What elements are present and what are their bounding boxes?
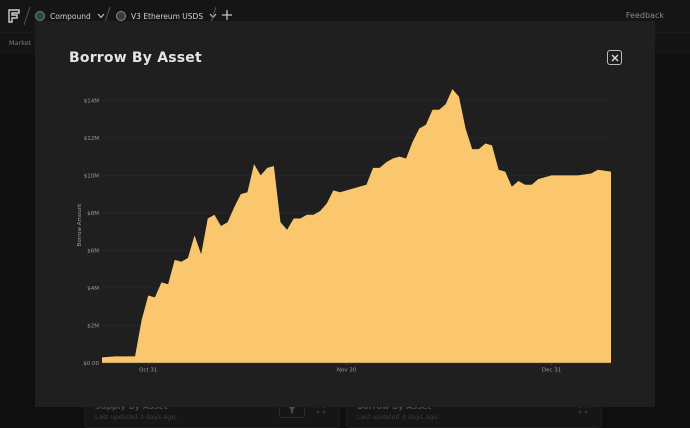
breadcrumb-separator-icon <box>23 6 31 26</box>
market-tab[interactable]: Market <box>9 39 32 47</box>
x-tick-label: Oct 31 <box>139 368 157 374</box>
feedback-link[interactable]: Feedback <box>625 11 664 20</box>
x-tick-label: Nov 30 <box>337 368 357 374</box>
breadcrumb-protocol-label: Compound <box>50 11 91 21</box>
borrow-area-chart: $0.00 $2M $4M $6M $8M $10M $12M $14M Oct 31 Nov … <box>77 89 611 374</box>
breadcrumb-market[interactable]: V3 Ethereum USDS <box>116 9 217 23</box>
borrow-area-series <box>102 89 611 364</box>
y-tick-label: $4M <box>87 286 99 292</box>
app-logo-icon[interactable] <box>8 9 20 23</box>
card-subtitle: Last updated 3 days ago. <box>95 413 178 421</box>
filter-icon <box>288 406 296 414</box>
y-tick-label: $2M <box>87 323 99 329</box>
y-axis-label: Borrow Amount <box>77 203 83 247</box>
x-tick-label: Dec 31 <box>542 368 561 374</box>
y-tick-label: $12M <box>84 136 99 142</box>
chart-modal: Borrow By Asset $0.00 $2M $4M $6M $8M $10M $12… <box>35 21 655 407</box>
compound-coin-icon <box>35 11 45 21</box>
y-tick-label: $6M <box>87 248 99 254</box>
chevron-down-icon <box>209 13 217 19</box>
chevron-down-icon <box>97 13 105 19</box>
close-icon <box>611 54 618 61</box>
close-button[interactable] <box>607 50 622 65</box>
modal-title: Borrow By Asset <box>69 50 202 66</box>
y-tick-label: $10M <box>84 173 99 179</box>
y-tick-label: $0.00 <box>83 361 99 367</box>
card-subtitle: Last updated 3 days ago. <box>357 413 440 421</box>
ethereum-coin-icon <box>116 11 126 21</box>
y-axis-ticks: $0.00 $2M $4M $6M $8M $10M $12M $14M <box>83 98 99 367</box>
x-axis-ticks: Oct 31 Nov 30 Dec 31 <box>102 362 611 374</box>
add-tab-icon[interactable] <box>221 9 233 21</box>
breadcrumb-protocol[interactable]: Compound <box>35 9 105 23</box>
y-tick-label: $8M <box>87 211 99 217</box>
y-tick-label: $14M <box>84 98 99 104</box>
breadcrumb-market-label: V3 Ethereum USDS <box>131 11 204 21</box>
